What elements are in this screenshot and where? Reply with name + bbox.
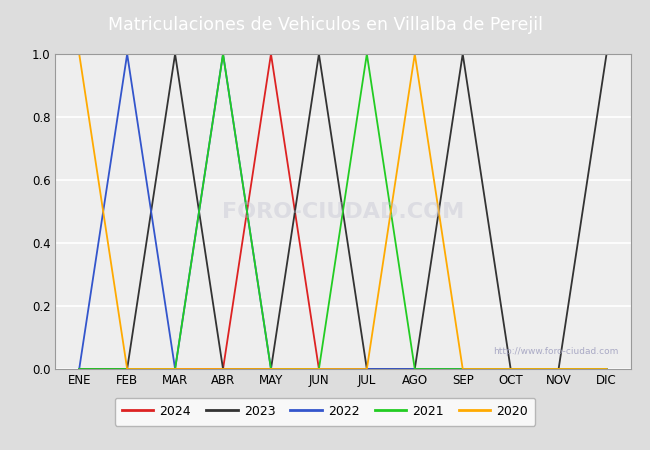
Text: FORO-CIUDAD.COM: FORO-CIUDAD.COM	[222, 202, 464, 221]
Legend: 2024, 2023, 2022, 2021, 2020: 2024, 2023, 2022, 2021, 2020	[114, 398, 536, 426]
Text: Matriculaciones de Vehiculos en Villalba de Perejil: Matriculaciones de Vehiculos en Villalba…	[107, 16, 543, 34]
Text: http://www.foro-ciudad.com: http://www.foro-ciudad.com	[493, 347, 619, 356]
